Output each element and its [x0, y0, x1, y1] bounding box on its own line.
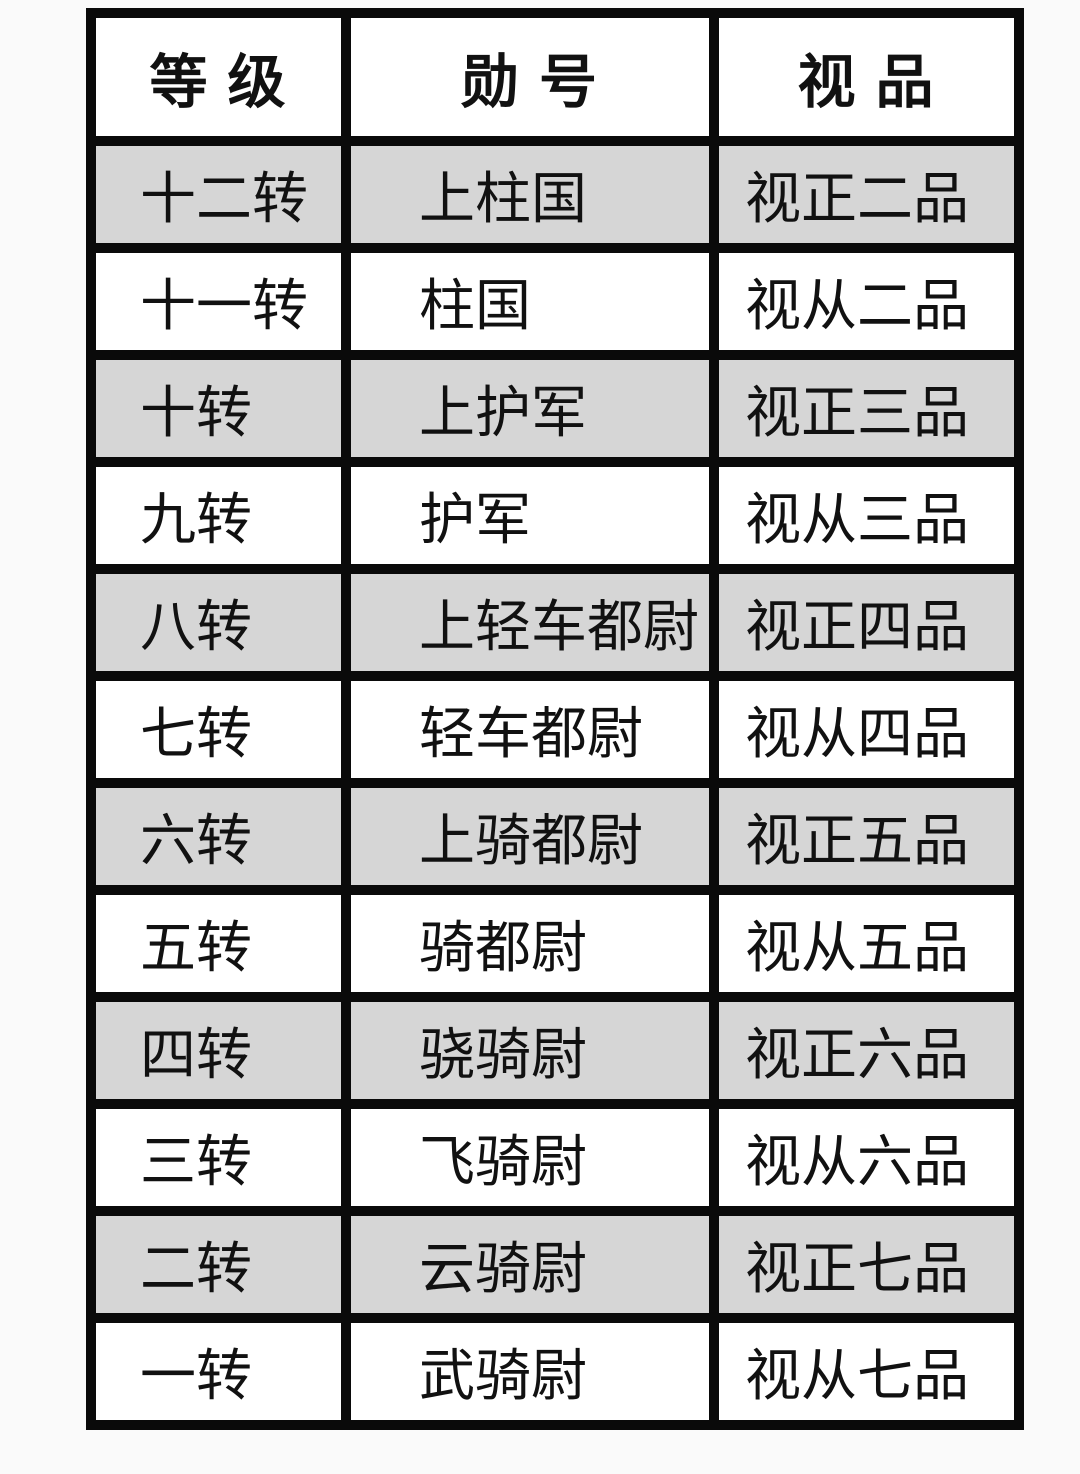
cell-equivalent-rank: 视正六品	[709, 992, 1024, 1109]
header-row: 等 级 勋 号 视 品	[86, 8, 1024, 146]
table-row: 十转 上护军 视正三品	[86, 350, 1024, 467]
table-row: 三转 飞骑尉 视从六品	[86, 1099, 1024, 1216]
cell-grade: 六转	[86, 778, 351, 895]
cell-honor-title: 轻车都尉	[341, 671, 719, 788]
table-row: 九转 护军 视从三品	[86, 457, 1024, 574]
table-row: 七转 轻车都尉 视从四品	[86, 671, 1024, 788]
cell-honor-title: 上柱国	[341, 136, 719, 253]
cell-honor-title: 飞骑尉	[341, 1099, 719, 1216]
cell-honor-title: 云骑尉	[341, 1206, 719, 1323]
column-header-equivalent-rank: 视 品	[709, 8, 1024, 146]
cell-grade: 十一转	[86, 243, 351, 360]
cell-equivalent-rank: 视从四品	[709, 671, 1024, 788]
cell-equivalent-rank: 视正三品	[709, 350, 1024, 467]
cell-equivalent-rank: 视正二品	[709, 136, 1024, 253]
table-row: 二转 云骑尉 视正七品	[86, 1206, 1024, 1323]
table-row: 六转 上骑都尉 视正五品	[86, 778, 1024, 895]
cell-grade: 三转	[86, 1099, 351, 1216]
column-header-grade: 等 级	[86, 8, 351, 146]
cell-honor-title: 骑都尉	[341, 885, 719, 1002]
cell-equivalent-rank: 视正五品	[709, 778, 1024, 895]
table-row: 八转 上轻车都尉 视正四品	[86, 564, 1024, 681]
cell-honor-title: 护军	[341, 457, 719, 574]
cell-grade: 五转	[86, 885, 351, 1002]
cell-equivalent-rank: 视从三品	[709, 457, 1024, 574]
cell-grade: 七转	[86, 671, 351, 788]
cell-equivalent-rank: 视从七品	[709, 1313, 1024, 1430]
rank-table: 等 级 勋 号 视 品 十二转 上柱国 视正二品 十一转 柱国 视从二品 十转 …	[86, 8, 1024, 1430]
cell-grade: 八转	[86, 564, 351, 681]
cell-honor-title: 柱国	[341, 243, 719, 360]
cell-equivalent-rank: 视从二品	[709, 243, 1024, 360]
table-row: 十二转 上柱国 视正二品	[86, 136, 1024, 253]
cell-grade: 十转	[86, 350, 351, 467]
table-row: 一转 武骑尉 视从七品	[86, 1313, 1024, 1430]
cell-grade: 十二转	[86, 136, 351, 253]
cell-equivalent-rank: 视从六品	[709, 1099, 1024, 1216]
cell-honor-title: 上轻车都尉	[341, 564, 719, 681]
cell-equivalent-rank: 视从五品	[709, 885, 1024, 1002]
cell-honor-title: 骁骑尉	[341, 992, 719, 1109]
cell-honor-title: 上骑都尉	[341, 778, 719, 895]
cell-honor-title: 上护军	[341, 350, 719, 467]
table-row: 十一转 柱国 视从二品	[86, 243, 1024, 360]
cell-grade: 四转	[86, 992, 351, 1109]
table-row: 五转 骑都尉 视从五品	[86, 885, 1024, 1002]
cell-grade: 九转	[86, 457, 351, 574]
cell-grade: 二转	[86, 1206, 351, 1323]
cell-honor-title: 武骑尉	[341, 1313, 719, 1430]
cell-grade: 一转	[86, 1313, 351, 1430]
table-row: 四转 骁骑尉 视正六品	[86, 992, 1024, 1109]
cell-equivalent-rank: 视正四品	[709, 564, 1024, 681]
column-header-honor-title: 勋 号	[341, 8, 719, 146]
cell-equivalent-rank: 视正七品	[709, 1206, 1024, 1323]
